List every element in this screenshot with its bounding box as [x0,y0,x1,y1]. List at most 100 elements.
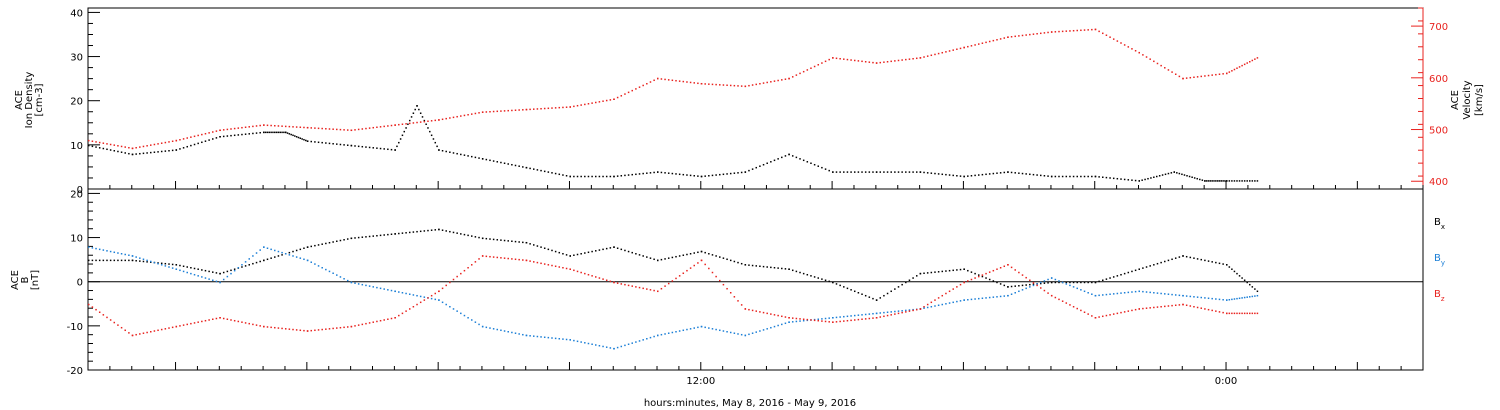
ion-density-point [288,133,291,135]
by-point [1018,290,1020,293]
bz-point [339,326,342,329]
bx-point [985,277,987,279]
by-point [835,316,838,319]
velocity-point [978,43,980,45]
bz-point [609,280,612,283]
bx-point [540,246,542,248]
by-point [565,338,568,341]
bx-point [868,296,871,298]
by-point [974,298,976,300]
by-point [905,309,907,312]
velocity-point [591,102,593,104]
bx-point [554,250,557,253]
bz-point [164,328,167,330]
bx-point [883,294,885,297]
bx-point [1116,275,1119,277]
by-point [908,309,911,311]
ion-density-point [208,139,210,141]
by-point [1193,296,1195,298]
by-point [857,314,860,316]
bx-point [277,255,280,257]
bz-point [915,308,918,311]
velocity-point [193,135,196,138]
bx-point [1105,278,1108,280]
ion-density-point [711,174,714,177]
bz-point [281,327,283,330]
bx-point [1238,275,1241,277]
by-point [992,296,995,298]
ion-density-tick-label: 20 [70,97,83,108]
bx-point [317,244,320,246]
bz-point [1047,292,1049,294]
ion-density-point [350,144,353,147]
ion-density-point [336,143,338,145]
ion-density-point [828,169,830,172]
bx-point [886,292,889,295]
bx-point [963,268,965,270]
velocity-point [1174,73,1177,76]
ion-density-point [886,171,889,173]
bx-point [766,266,768,268]
bx-point [113,259,116,262]
velocity-point [529,108,531,111]
velocity-point [1215,73,1217,76]
legend-bz-main: B [1434,289,1441,300]
bx-point [635,253,637,255]
bx-point [303,247,305,249]
bz-point [996,268,998,270]
bz-point [1087,313,1089,315]
ion-density-point [934,172,936,175]
velocity-point [945,51,947,53]
velocity-point [646,82,648,85]
velocity-point [98,141,101,144]
bz-point [824,320,827,323]
velocity-point [678,80,681,82]
bz-point [551,264,553,267]
velocity-point [671,79,674,82]
ion-density-point [120,151,123,153]
by-point [868,313,871,315]
bx-point [609,247,612,249]
by-point [1243,296,1246,299]
by-point [1083,290,1086,293]
by-point [1249,296,1251,298]
bz-point [533,261,535,263]
by-point [314,263,316,265]
by-point [755,331,757,333]
bx-point [959,268,962,271]
ion-density-point [613,175,615,178]
by-point [157,262,159,265]
bx-point [1241,277,1243,279]
bx-point [98,259,101,262]
by-point [387,289,389,291]
by-point [923,307,925,309]
velocity-point [368,127,371,129]
bx-point [306,246,309,248]
ion-density-point [646,172,648,174]
bx-point [332,241,334,243]
bz-point [970,278,973,281]
ion-density-point [1112,177,1115,180]
ion-density-point [864,171,867,173]
bx-point [1083,281,1086,284]
velocity-point [988,40,991,43]
velocity-point [1123,44,1126,46]
velocity-point [328,128,331,130]
bx-point [675,255,677,258]
by-point [1228,298,1231,301]
ion-density-point [883,171,885,173]
bz-point [963,281,965,284]
ion-density-point [1040,174,1042,177]
by-point [671,331,674,334]
velocity-point [1102,32,1104,35]
bz-point [832,321,834,323]
ion-density-point [726,173,728,175]
bx-point [781,267,783,270]
ion-density-point [237,134,240,136]
velocity-point [843,58,845,60]
velocity-point [802,70,805,73]
by-point [1116,292,1119,295]
velocity-point [376,126,378,129]
ion-density-point [1091,175,1093,178]
ion-density-point [1243,180,1246,182]
